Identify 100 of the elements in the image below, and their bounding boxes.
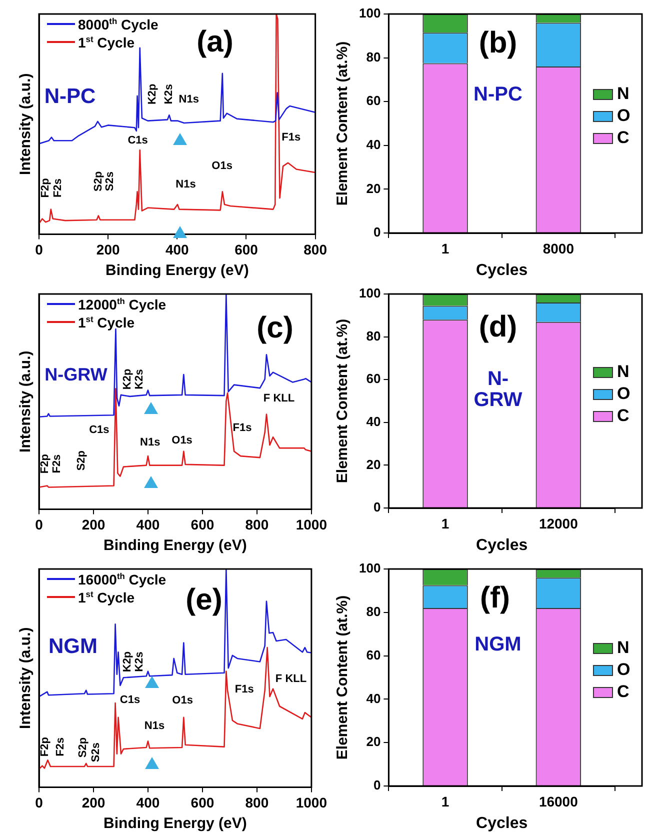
legend-label: 8000$^{th}$ Cycle: [78, 16, 158, 33]
y-axis-title: Element Content (at.%): [334, 318, 352, 484]
x-tick-label: 200: [82, 794, 106, 810]
annotation: K2p: [122, 368, 134, 390]
x-tick-label: 1000: [296, 516, 328, 532]
x-tick-label: 1: [441, 793, 450, 810]
x-tick-label: 1: [441, 515, 450, 532]
annotation: F2p: [38, 736, 51, 757]
y-axis-title: Intensity (a.u.): [17, 73, 34, 175]
y-tick-label: 0: [373, 778, 381, 793]
x-tick-label: 800: [245, 794, 269, 810]
x-tick-label: 12000: [538, 515, 578, 532]
x-tick-label: 200: [96, 241, 120, 258]
x-tick-label: 800: [304, 241, 328, 258]
legend-label: N: [617, 638, 630, 658]
x-tick-label: 600: [234, 241, 258, 258]
annotation: N-GRW: [473, 368, 523, 411]
y-axis-title: Element Content (at.%): [334, 41, 352, 206]
annotation: S2p: [76, 737, 89, 758]
y-tick-label: 0: [373, 224, 381, 240]
x-tick-label: 200: [82, 516, 106, 532]
x-tick-label: 8000: [542, 240, 574, 256]
annotation: F2s: [52, 178, 64, 198]
annotation: N1s: [144, 720, 165, 732]
y-tick-label: 40: [366, 414, 381, 429]
x-tick-label: 800: [245, 516, 269, 532]
legend-label: 12000$^{th}$ Cycle: [78, 296, 166, 313]
annotation: (d): [478, 310, 518, 344]
legend-label: C: [617, 406, 630, 426]
x-axis-title: Binding Energy (eV): [105, 262, 249, 280]
annotation: N-GRW: [44, 364, 108, 385]
annotation: O1s: [172, 694, 193, 707]
annotation: F2s: [54, 737, 66, 756]
x-axis-title: Cycles: [476, 262, 528, 279]
y-tick-label: 80: [366, 604, 381, 619]
legend-label: O: [617, 384, 630, 404]
annotation: (a): [196, 25, 234, 58]
y-tick-label: 20: [366, 456, 381, 472]
annotation: K2s: [133, 652, 146, 672]
annotation: (f): [480, 581, 510, 614]
legend-label: N: [617, 362, 630, 382]
x-tick-label: 400: [165, 241, 190, 258]
x-tick-label: 1000: [296, 794, 328, 810]
annotation: S2p: [75, 450, 88, 471]
y-tick-label: 80: [366, 49, 381, 64]
legend-label: N: [617, 84, 630, 104]
annotation: F KLL: [263, 392, 295, 405]
y-axis-title: Element Content (at.%): [334, 595, 352, 760]
annotation: F2p: [40, 178, 52, 198]
x-axis-title: Cycles: [476, 814, 528, 832]
annotation: F2s: [51, 454, 64, 474]
legend-label: O: [617, 660, 630, 680]
x-axis-title: Binding Energy (eV): [104, 537, 247, 554]
x-tick-label: 0: [35, 794, 44, 810]
annotation: NGM: [474, 634, 522, 656]
legend-label: C: [617, 128, 630, 148]
annotation: N-PC: [44, 84, 96, 108]
annotation: C1s: [89, 424, 110, 436]
y-tick-label: 60: [366, 647, 381, 662]
annotation: N1s: [178, 94, 199, 106]
annotation: F1s: [234, 684, 254, 696]
y-tick-label: 20: [366, 734, 381, 750]
legend-label: 1$^{st}$ Cycle: [78, 34, 134, 50]
annotation: K2s: [133, 369, 146, 390]
annotation: NGM: [48, 634, 98, 658]
y-tick-label: 100: [358, 560, 381, 576]
annotation: K2s: [163, 84, 176, 104]
annotation: S2s: [90, 742, 102, 762]
y-tick-label: 0: [373, 500, 381, 515]
annotation: F2p: [38, 454, 51, 474]
annotation: O1s: [212, 160, 232, 172]
annotation: K2p: [146, 83, 159, 105]
y-tick-label: 40: [366, 690, 381, 706]
x-tick-label: 400: [136, 794, 160, 810]
annotation: F KLL: [275, 673, 307, 686]
x-tick-label: 600: [190, 794, 214, 810]
legend-label: 1$^{st}$ Cycle: [78, 588, 134, 606]
annotation: S2p: [92, 170, 104, 192]
x-tick-label: 400: [136, 516, 160, 532]
y-tick-label: 60: [366, 371, 381, 386]
x-tick-label: 0: [35, 241, 44, 258]
y-tick-label: 40: [366, 136, 381, 152]
annotation: F1s: [282, 131, 301, 144]
annotation: F1s: [232, 422, 252, 434]
annotation: (b): [478, 26, 518, 60]
annotation: O1s: [172, 434, 192, 446]
y-axis-title: Intensity (a.u.): [17, 350, 34, 452]
x-tick-label: 1: [441, 240, 450, 256]
x-axis-title: Cycles: [476, 536, 528, 554]
legend-label: 1$^{st}$ Cycle: [78, 314, 134, 330]
annotation: K2p: [122, 651, 134, 672]
legend-label: O: [617, 106, 630, 126]
y-tick-label: 100: [358, 286, 381, 301]
legend-label: 16000$^{th}$ Cycle: [78, 571, 166, 588]
annotation: (c): [256, 311, 294, 344]
annotation: C1s: [120, 694, 140, 706]
y-tick-label: 80: [366, 328, 381, 344]
annotation: C1s: [128, 134, 148, 147]
x-axis-title: Binding Energy (eV): [104, 815, 247, 832]
x-tick-label: 600: [190, 516, 214, 532]
